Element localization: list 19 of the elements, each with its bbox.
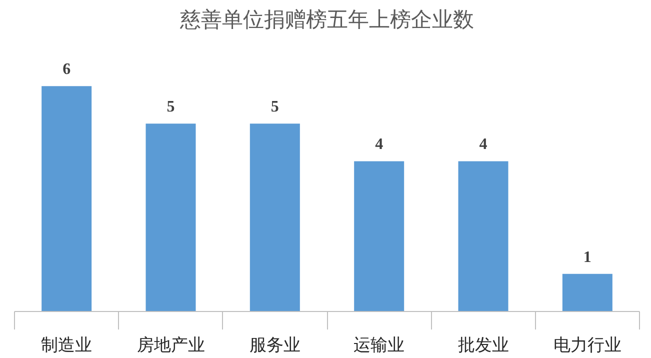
data-label: 4	[375, 136, 384, 154]
data-label: 6	[62, 61, 71, 78]
data-label: 5	[166, 98, 175, 116]
chart-title: 慈善单位捐赠榜五年上榜企业数	[179, 8, 474, 32]
x-tick-label: 电力行业	[553, 336, 622, 356]
x-tick-label: 服务业	[249, 336, 300, 356]
x-tick-label: 制造业	[41, 336, 92, 356]
bar	[146, 124, 196, 312]
x-tick-label: 房地产业	[136, 336, 205, 356]
bar	[250, 124, 300, 312]
data-label: 4	[479, 136, 488, 154]
x-tick-label: 批发业	[458, 336, 509, 356]
data-label: 1	[583, 248, 592, 266]
bar	[354, 161, 404, 312]
data-label: 5	[270, 98, 279, 116]
bar	[458, 161, 508, 312]
bar	[42, 86, 92, 312]
x-tick-label: 运输业	[354, 336, 405, 356]
bar	[562, 274, 612, 312]
